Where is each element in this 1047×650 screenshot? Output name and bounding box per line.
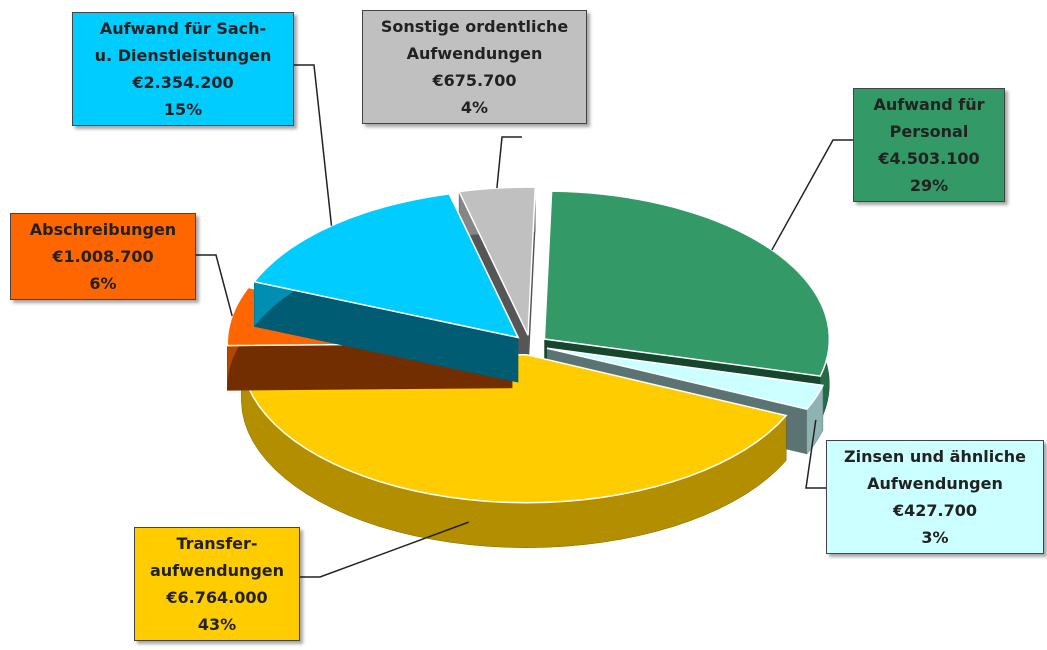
slice-name: Abschreibungen [29,220,177,239]
leader-line [196,254,233,317]
slice-value: €6.764.000 [166,588,268,607]
data-label: Zinsen und ähnliche Aufwendungen €427.700… [826,440,1044,554]
slice-top [240,353,788,504]
leader-line [496,136,522,189]
slice-value: €675.700 [432,71,517,90]
slice-value: €1.008.700 [52,247,154,266]
leader-line [294,64,333,226]
slice-top [546,347,825,410]
data-label: Transfer- aufwendungen €6.764.000 43% [134,527,300,641]
slice-name: Aufwand für Personal [873,95,985,141]
slice-percent: 15% [163,100,203,119]
data-label: Sonstige ordentliche Aufwendungen €675.70… [362,10,587,124]
leader-line [300,521,469,578]
leader-line [805,419,826,489]
slice-percent: 4% [460,98,489,117]
slice-value: €4.503.100 [878,149,980,168]
leader-line [771,139,853,251]
data-label: Aufwand für Sach- u. Dienstleistungen €2.… [72,12,294,126]
slice-inner-side [254,281,519,383]
slice-percent: 43% [197,615,237,634]
slice-value: €427.700 [892,501,977,520]
slice-name: Transfer- aufwendungen [149,534,285,580]
slice-percent: 3% [921,528,949,547]
data-label: Aufwand für Personal €4.503.100 29% [853,88,1005,202]
slice-percent: 29% [909,176,949,195]
slice-name: Aufwand für Sach- u. Dienstleistungen [94,19,272,65]
slice-name: Zinsen und ähnliche Aufwendungen [844,447,1026,493]
slice-name: Sonstige ordentliche Aufwendungen [380,17,569,63]
data-label: Abschreibungen €1.008.700 6% [10,213,196,300]
slice-value: €2.354.200 [132,73,234,92]
slice-top [543,190,831,377]
slice-percent: 6% [89,274,117,293]
